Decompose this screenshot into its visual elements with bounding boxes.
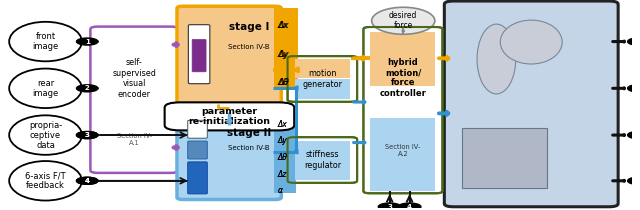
Text: Δz: Δz xyxy=(278,170,287,179)
FancyBboxPatch shape xyxy=(177,112,281,200)
FancyBboxPatch shape xyxy=(364,27,442,193)
Circle shape xyxy=(76,85,98,92)
FancyBboxPatch shape xyxy=(188,25,210,84)
Text: Δz: Δz xyxy=(278,170,287,179)
Text: Section IV-
A.2: Section IV- A.2 xyxy=(385,144,420,157)
Text: 2: 2 xyxy=(637,85,640,91)
Text: 1: 1 xyxy=(637,39,640,45)
Text: Δy: Δy xyxy=(278,50,289,59)
Circle shape xyxy=(628,131,640,139)
Ellipse shape xyxy=(372,7,435,34)
Bar xyxy=(371,118,435,191)
Circle shape xyxy=(76,131,98,139)
Bar xyxy=(274,114,296,193)
Text: Δθ: Δθ xyxy=(278,153,287,162)
Text: 4: 4 xyxy=(407,204,412,210)
Text: stiffness
regulator: stiffness regulator xyxy=(304,150,341,170)
Text: desired
force: desired force xyxy=(389,11,417,30)
Circle shape xyxy=(76,38,98,45)
Text: Section IV-B: Section IV-B xyxy=(228,43,270,50)
Bar xyxy=(461,128,547,188)
Text: Δx: Δx xyxy=(278,120,287,129)
Bar xyxy=(274,8,298,90)
FancyBboxPatch shape xyxy=(177,6,281,106)
Text: 4: 4 xyxy=(84,178,90,184)
Ellipse shape xyxy=(9,69,82,108)
Text: rear
image: rear image xyxy=(33,79,59,98)
FancyBboxPatch shape xyxy=(287,137,357,183)
Bar xyxy=(294,79,350,99)
FancyBboxPatch shape xyxy=(192,39,206,72)
FancyBboxPatch shape xyxy=(188,162,207,194)
Ellipse shape xyxy=(9,115,82,155)
Text: 3: 3 xyxy=(84,132,90,138)
Text: Δx: Δx xyxy=(278,120,287,129)
FancyBboxPatch shape xyxy=(287,56,357,102)
Ellipse shape xyxy=(477,24,516,94)
Text: Δθ: Δθ xyxy=(278,153,287,162)
Text: Section IV-B: Section IV-B xyxy=(228,144,270,151)
Ellipse shape xyxy=(9,161,82,201)
Text: α: α xyxy=(278,186,282,195)
Circle shape xyxy=(628,85,640,92)
Ellipse shape xyxy=(500,20,562,64)
FancyBboxPatch shape xyxy=(188,120,207,138)
Text: Δθ: Δθ xyxy=(278,78,289,87)
Text: hybrid
motion/
force
controller: hybrid motion/ force controller xyxy=(380,58,426,98)
Text: Δy: Δy xyxy=(278,136,287,145)
Text: 3: 3 xyxy=(84,132,90,138)
Bar xyxy=(294,59,350,78)
Bar xyxy=(371,32,435,86)
FancyBboxPatch shape xyxy=(188,141,207,159)
Bar xyxy=(294,141,350,180)
Text: Section IV-
A.1: Section IV- A.1 xyxy=(116,133,152,146)
Text: self-
supervised
visual
encoder: self- supervised visual encoder xyxy=(113,58,156,99)
Text: Δθ: Δθ xyxy=(278,78,289,87)
Text: Δy: Δy xyxy=(278,50,288,59)
Circle shape xyxy=(628,38,640,45)
Text: 6-axis F/T
feedback: 6-axis F/T feedback xyxy=(25,171,66,190)
Text: Δy: Δy xyxy=(278,136,287,145)
Circle shape xyxy=(378,203,401,210)
Circle shape xyxy=(398,203,421,210)
Text: 4: 4 xyxy=(637,178,640,184)
Text: stage II: stage II xyxy=(227,128,271,138)
Text: motion
generator: motion generator xyxy=(302,69,342,89)
FancyBboxPatch shape xyxy=(90,27,178,173)
Text: 3: 3 xyxy=(637,132,640,138)
Circle shape xyxy=(76,177,98,184)
Text: Δx: Δx xyxy=(278,21,289,30)
Text: 4: 4 xyxy=(84,178,90,184)
Text: 1: 1 xyxy=(84,39,90,45)
Text: α: α xyxy=(278,186,282,195)
FancyBboxPatch shape xyxy=(164,102,294,130)
Circle shape xyxy=(628,177,640,185)
Text: front
image: front image xyxy=(33,32,59,51)
Text: parameter
re-initialization: parameter re-initialization xyxy=(188,107,271,126)
Text: 2: 2 xyxy=(85,85,90,91)
Circle shape xyxy=(76,177,98,184)
Text: propria-
ceptive
data: propria- ceptive data xyxy=(29,121,62,150)
Ellipse shape xyxy=(9,22,82,61)
FancyBboxPatch shape xyxy=(444,1,618,207)
Circle shape xyxy=(76,131,98,139)
Text: Δx: Δx xyxy=(278,21,288,30)
Text: 3: 3 xyxy=(387,204,392,210)
Text: stage I: stage I xyxy=(229,22,269,32)
